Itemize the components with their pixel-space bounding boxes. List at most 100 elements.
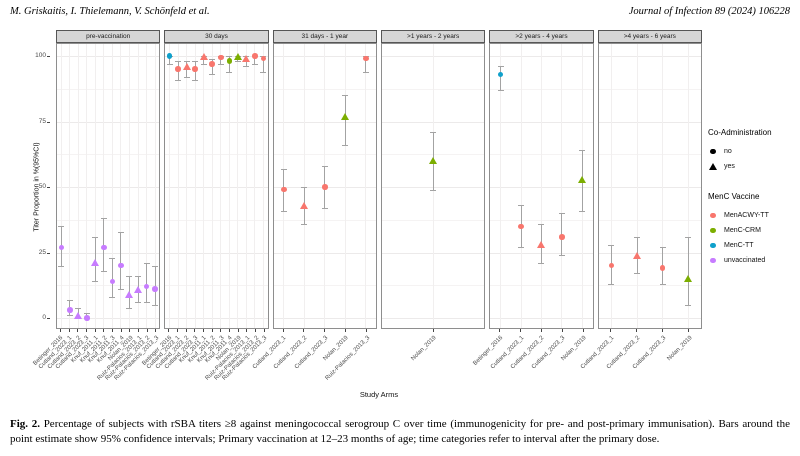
- data-point-triangle: [578, 175, 587, 183]
- x-tick-mark: [185, 329, 187, 332]
- error-bar-cap-top: [92, 236, 99, 238]
- data-point-circle: [363, 55, 369, 62]
- data-point-triangle: [134, 285, 142, 293]
- x-tick-mark: [520, 329, 522, 332]
- y-tick-label: 100: [35, 52, 46, 59]
- figure-caption: Fig. 2. Percentage of subjects with rSBA…: [10, 417, 790, 446]
- gridline-major: [57, 56, 160, 57]
- x-tick-mark: [263, 329, 265, 332]
- gridline-minor: [598, 285, 701, 287]
- y-tick-mark: [47, 56, 50, 57]
- error-bar-cap-bottom: [135, 302, 141, 304]
- facet-panel: >1 years - 2 years Nolan_2019: [380, 30, 486, 402]
- circle-icon: [710, 148, 716, 155]
- gridline-major: [165, 252, 268, 254]
- y-tick-mark: [47, 187, 50, 188]
- caption-text: Percentage of subjects with rSBA titers …: [10, 418, 790, 445]
- x-tick-mark: [202, 329, 204, 332]
- legend-item: no: [708, 144, 798, 159]
- error-bar: [500, 66, 502, 91]
- x-tick-mark: [85, 329, 87, 332]
- error-bar-cap-top: [634, 236, 640, 238]
- gridline-vertical: [365, 44, 367, 328]
- panel-plot-area: [164, 43, 269, 329]
- gridline-vertical: [137, 44, 139, 328]
- gridline-minor: [57, 88, 160, 90]
- header-authors: M. Griskaitis, I. Thielemann, V. Schönfe…: [10, 6, 210, 17]
- data-point-circle: [118, 262, 124, 269]
- x-tick-mark: [540, 329, 542, 332]
- gridline-vertical: [687, 44, 689, 328]
- data-point-circle: [281, 186, 287, 193]
- error-bar-cap-bottom: [200, 63, 207, 65]
- x-tick-mark: [237, 329, 239, 332]
- facet-strip-label: 30 days: [164, 30, 269, 43]
- gridline-vertical: [500, 44, 502, 328]
- gridline-major: [598, 187, 701, 188]
- gridline-minor: [165, 219, 268, 221]
- gridline-major: [598, 318, 701, 319]
- gridline-minor: [598, 154, 701, 156]
- error-bar-cap-top: [685, 236, 692, 238]
- x-tick-mark: [499, 329, 501, 332]
- error-bar-cap-top: [280, 168, 287, 170]
- data-point-circle: [101, 244, 107, 250]
- legend-vaccine-items: MenACWY-TT MenC-CRM MenC-TT unvaccinated: [708, 208, 798, 268]
- error-bar-cap-top: [66, 299, 73, 301]
- error-bar-cap-bottom: [175, 79, 182, 81]
- gridline-vertical: [220, 44, 222, 328]
- error-bar-cap-top: [608, 244, 615, 246]
- caption-label: Fig. 2.: [10, 418, 40, 430]
- gridline-minor: [598, 219, 701, 221]
- y-axis: 0 25 50 75 100: [30, 44, 52, 328]
- gridline-vertical: [146, 44, 148, 328]
- error-bar-cap-top: [518, 205, 524, 207]
- error-bar-cap-bottom: [362, 71, 369, 73]
- error-bar-cap-top: [175, 61, 182, 63]
- gridline-vertical: [662, 44, 664, 328]
- error-bar-cap-bottom: [152, 304, 159, 306]
- gridline-minor: [165, 154, 268, 156]
- panels-row: pre-vaccination Betinger_2016 Cutland_2023…: [33, 30, 702, 402]
- x-tick-mark: [138, 329, 140, 332]
- legend-title-coadmin: Co-Administration: [708, 128, 772, 137]
- error-bar-cap-bottom: [301, 223, 308, 225]
- gridline-vertical: [177, 44, 179, 328]
- data-point-triangle: [429, 157, 438, 165]
- gridline-minor: [598, 88, 701, 90]
- x-tick-mark: [345, 329, 347, 332]
- error-bar: [169, 56, 171, 64]
- error-bar-cap-top: [183, 61, 190, 63]
- data-point-triangle: [341, 112, 350, 120]
- x-tick-mark: [561, 329, 563, 332]
- x-tick-mark: [303, 329, 305, 332]
- legend-item-label: no: [724, 148, 732, 155]
- legend: Co-Administration no yes MenC Vaccine Men…: [708, 128, 798, 268]
- facet-strip-label: >1 years - 2 years: [380, 30, 486, 43]
- error-bar-cap-bottom: [685, 304, 692, 306]
- gridline-vertical: [203, 44, 205, 328]
- x-tick-mark: [94, 329, 96, 332]
- facet-panel: pre-vaccination Betinger_2016 Cutland_2023…: [33, 30, 161, 402]
- x-axis-labels: Betinger_2016 Cutland_2023_1 Cutland_2023_…: [33, 329, 160, 402]
- error-bar-cap-bottom: [538, 262, 545, 264]
- error-bar: [120, 231, 122, 290]
- x-tick-mark: [129, 329, 131, 332]
- error-bar-cap-bottom: [321, 207, 328, 209]
- gridline-vertical: [77, 44, 79, 328]
- data-point-circle: [322, 184, 328, 190]
- legend-item-label: MenC-TT: [724, 242, 754, 249]
- header-journal: Journal of Infection 89 (2024) 106228: [628, 6, 790, 17]
- x-tick-mark: [636, 329, 638, 332]
- legend-symbol-cell: [708, 257, 718, 264]
- x-tick-mark: [103, 329, 105, 332]
- gridline-major: [57, 121, 160, 123]
- data-point-circle: [659, 265, 666, 271]
- data-point-circle: [192, 66, 198, 72]
- error-bar-cap-top: [538, 223, 545, 225]
- x-axis-labels: Cutland_2023_1 Cutland_2023_2 Cutland_2023…: [580, 329, 702, 402]
- error-bar-cap-top: [321, 166, 328, 168]
- x-tick-mark: [168, 329, 170, 332]
- error-bar-cap-top: [226, 56, 233, 57]
- facet-panel: >2 years - 4 years Betinger_2016 Cutland_2…: [472, 30, 594, 402]
